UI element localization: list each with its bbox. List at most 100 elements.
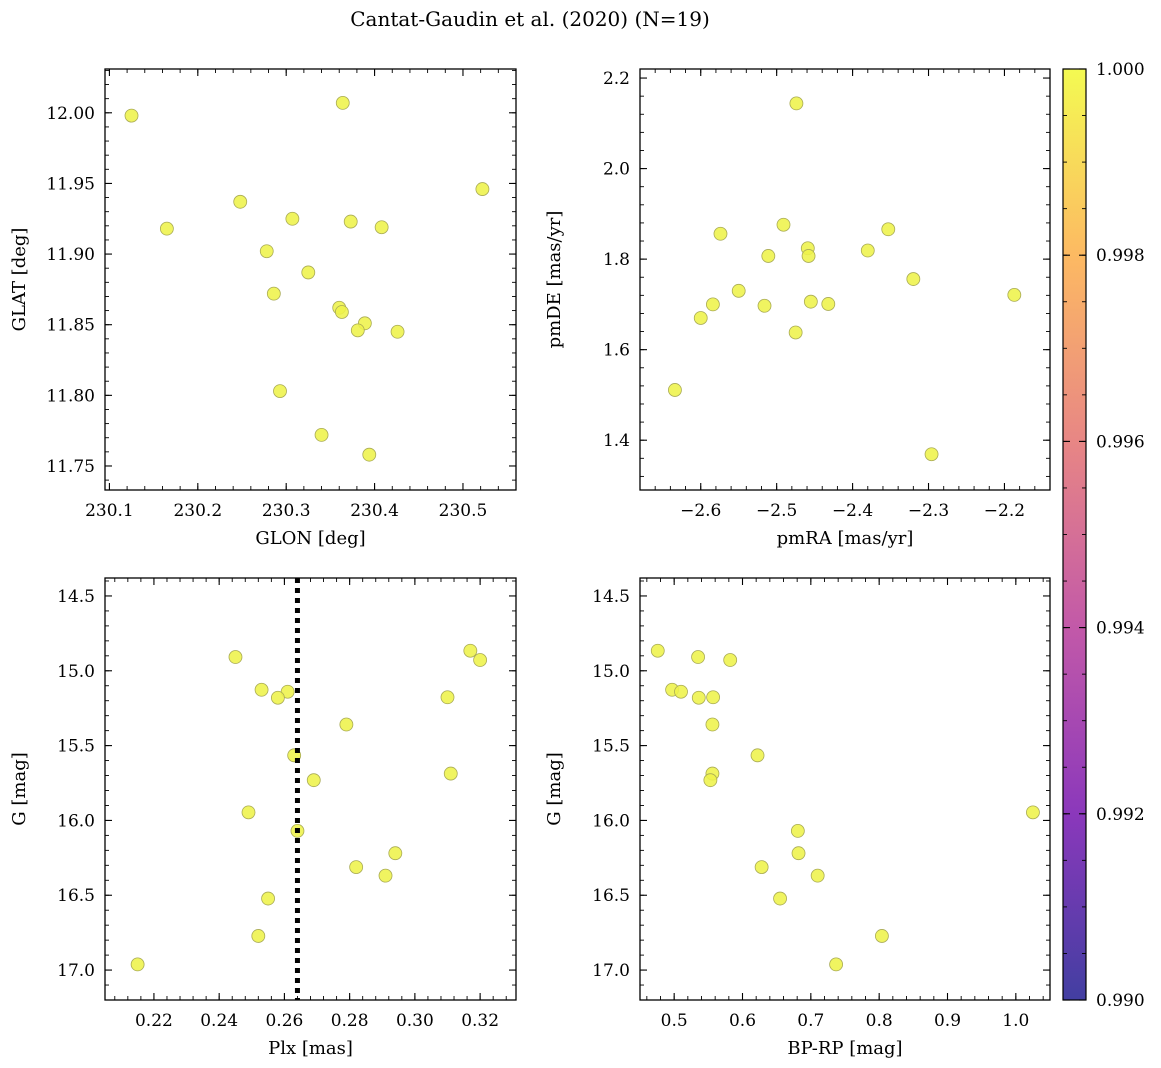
scatter-point [443,766,458,781]
x-tick-label: 230.5 [439,501,488,521]
scatter-point [789,96,804,111]
x-tick-label: 230.3 [262,501,311,521]
scatter-point [233,194,248,209]
scatter-point [875,929,889,943]
y-tick-label: 14.5 [592,587,630,607]
scatter-point [374,220,389,235]
y-tick-label: 1.6 [603,341,630,361]
scatter-point [906,272,921,286]
colorbar-tick-label: 0.992 [1096,805,1145,825]
y-axis-label: G [mag] [9,752,30,825]
scatter-point [350,323,365,338]
scatter-point [349,860,364,875]
scatter-point [266,286,281,301]
scatter-point [761,249,776,263]
x-tick-label: 0.26 [265,1011,303,1031]
y-axis-label: G [mag] [544,752,565,825]
scatter-point [475,182,490,196]
scatter-point [362,447,377,462]
scatter-point [790,824,805,838]
scatter-point [821,297,836,311]
scatter-point [703,773,718,788]
y-tick-label: 16.0 [57,811,95,831]
x-tick-label: 0.32 [461,1011,499,1031]
scatter-point [731,283,746,298]
scatter-point [693,311,708,325]
scatter-point [306,773,321,788]
scatter-point [261,891,275,906]
scatter-point [829,957,844,972]
scatter-point [388,846,403,861]
scatter-point [881,222,896,237]
x-axis-label: BP-RP [mag] [787,1038,902,1059]
y-tick-label: 17.0 [57,961,95,981]
x-tick-label: 0.30 [396,1011,434,1031]
x-tick-label: 0.28 [331,1011,369,1031]
scatter-point [788,325,803,340]
y-tick-label: 17.0 [592,961,630,981]
panel-glon-glat: 230.1 230.2 230.3 230.4 230.5 11.75 11.80 11.85… [9,68,517,549]
scatter-point [705,717,720,732]
y-tick-label: 11.85 [46,316,95,336]
y-tick-label: 15.0 [592,662,630,682]
scatter-point [860,243,875,258]
colorbar-tick-label: 0.990 [1096,991,1145,1011]
scatter-point [301,265,316,280]
scatter-point [339,717,354,732]
y-tick-label: 1.4 [603,431,630,451]
scatter-point [130,957,145,972]
y-tick-label: 11.80 [46,386,95,406]
y-tick-label: 2.2 [603,69,630,89]
scatter-point [159,221,174,236]
scatter-point [335,96,350,110]
scatter-point [674,684,688,699]
scatter-point [776,217,791,232]
scatter-point [691,690,706,705]
x-tick-label: −2.3 [908,501,949,521]
x-tick-label: 0.9 [934,1011,961,1031]
x-tick-label: 0.6 [729,1011,756,1031]
scatter-point [378,868,393,883]
scatter-point [285,211,300,226]
x-tick-label: 0.22 [135,1011,173,1031]
scatter-point [334,305,349,319]
scatter-point [473,653,488,667]
colorbar-tick-label: 0.998 [1096,246,1145,266]
y-tick-label: 15.0 [57,662,95,682]
scatter-point [750,748,765,763]
x-tick-label: 0.7 [797,1011,824,1031]
scatter-point [650,643,665,658]
y-axis-label: pmDE [mas/yr] [544,211,565,349]
x-tick-label: −2.6 [680,501,721,521]
plot-frame [104,68,517,491]
scatter-point [124,108,139,123]
figure-title: Cantat-Gaudin et al. (2020) (N=19) [350,7,710,31]
panel-bprp-g: 0.5 0.6 0.7 0.8 0.9 1.0 14.5 15.0 15.5 16.0 16.5 17… [544,577,1051,1059]
colorbar-tick-label: 0.994 [1096,619,1145,639]
x-tick-label: −2.2 [984,501,1025,521]
y-tick-label: 14.5 [57,587,95,607]
panel-plx-g: 0.22 0.24 0.26 0.28 0.30 0.32 14.5 15.0 15.5 16.0… [9,577,517,1059]
scatter-point [691,650,705,664]
scatter-point [713,226,728,241]
scatter-point [463,643,478,658]
colorbar: 0.990 0.992 0.994 0.996 0.998 1.000 [1062,60,1145,1011]
scatter-point [254,682,269,697]
x-tick-label: 0.24 [200,1011,238,1031]
y-tick-label: 16.5 [592,886,630,906]
scatter-point [228,650,243,664]
scatter-point [801,249,816,263]
y-tick-label: 2.0 [603,160,630,180]
scatter-point [757,298,772,313]
scatter-point [723,653,738,667]
y-tick-label: 15.5 [57,737,95,757]
plot-frame [104,577,517,1001]
scatter-point [803,294,818,309]
colorbar-tick-label: 0.996 [1096,432,1145,452]
scatter-point [668,383,682,397]
x-tick-label: −2.4 [832,501,873,521]
y-tick-label: 12.00 [46,104,95,124]
y-tick-label: 1.8 [603,250,630,270]
scatter-point [273,384,287,399]
